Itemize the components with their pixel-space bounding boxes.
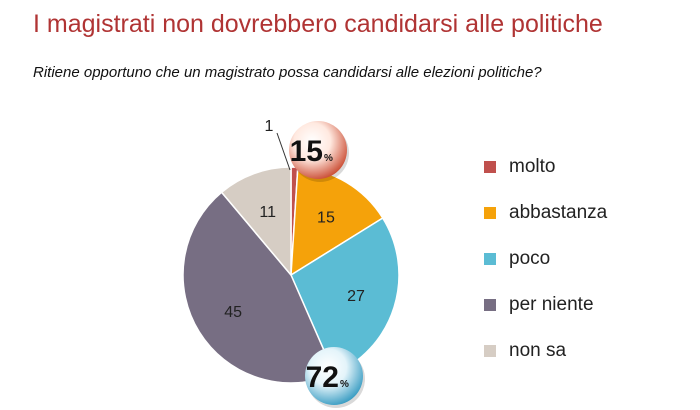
- legend-label: per niente: [509, 294, 594, 315]
- slice-label-molto: 1: [265, 118, 274, 135]
- chart-subtitle: Ritiene opportuno che un magistrato poss…: [33, 64, 542, 81]
- legend-swatch: [484, 345, 496, 357]
- legend-label: non sa: [509, 340, 567, 361]
- badge-value: 15: [290, 135, 323, 168]
- slice-label-abbastanza: 15: [317, 210, 335, 227]
- legend-label: abbastanza: [509, 202, 608, 223]
- slice-label-non-sa: 11: [259, 204, 276, 221]
- legend-swatch: [484, 299, 496, 311]
- legend-swatch: [484, 253, 496, 265]
- legend-label: molto: [509, 156, 556, 177]
- pie-slice-non-sa: [220, 166, 292, 278]
- badge-percent-sign: %: [340, 379, 349, 390]
- badge-value: 72: [306, 361, 339, 394]
- slice-label-per-niente: 45: [224, 304, 242, 321]
- legend-label: poco: [509, 248, 551, 269]
- pie-slice-per-niente: [182, 191, 336, 384]
- slice-label-poco: 27: [347, 288, 365, 305]
- percentage-badge-2: 72%: [305, 347, 365, 408]
- badge-percent-sign: %: [324, 153, 333, 164]
- legend-swatch: [484, 161, 496, 173]
- slice-leader-line-molto: [276, 132, 291, 171]
- legend-swatch: [484, 207, 496, 219]
- percentage-badge-1: 15%: [289, 121, 349, 182]
- chart-title: I magistrati non dovrebbero candidarsi a…: [33, 10, 603, 38]
